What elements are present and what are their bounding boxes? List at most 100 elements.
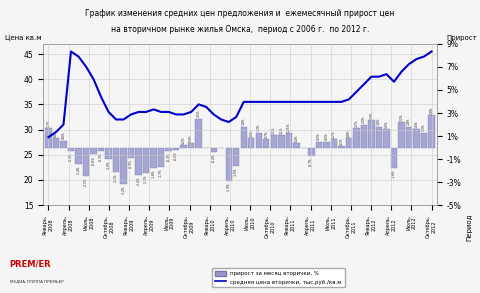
Bar [90,148,96,154]
Text: -0.3%: -0.3% [167,152,171,161]
Bar [143,148,149,173]
Text: Цена кв.м: Цена кв.м [5,35,41,41]
Bar [233,148,240,166]
Text: 1.3%: 1.3% [257,124,261,131]
Text: 0.5%: 0.5% [317,133,321,140]
Text: 2.8%: 2.8% [430,106,433,114]
Text: 0.6%: 0.6% [61,132,65,139]
Bar [293,143,300,148]
Bar [368,120,375,148]
Bar [195,119,202,148]
Text: 1.1%: 1.1% [279,126,283,134]
Bar [316,142,322,148]
Text: 0.1%: 0.1% [339,137,343,145]
Bar [226,148,232,181]
Bar [361,125,367,148]
Text: -0.4%: -0.4% [212,154,216,162]
Text: -1.0%: -1.0% [107,161,110,169]
Bar [308,148,314,156]
Bar [53,138,59,148]
Text: -2.2%: -2.2% [144,174,148,183]
Text: 1.25%: 1.25% [287,122,291,132]
Text: -0.3%: -0.3% [99,152,103,161]
Legend: прирост за месяц вторички, %, средняя цена вторички, тыс.руб./кв.м: прирост за месяц вторички, %, средняя це… [212,268,345,287]
Bar [323,142,330,148]
Text: 1.7%: 1.7% [354,119,359,127]
Text: 1.6%: 1.6% [384,120,388,128]
Text: 0.7%: 0.7% [332,130,336,138]
Bar [428,115,435,148]
Bar [60,141,67,148]
Bar [128,148,134,158]
Bar [406,127,412,148]
Bar [113,148,119,172]
Bar [166,148,172,151]
Bar [120,148,127,184]
Bar [180,145,187,148]
Bar [211,148,217,152]
Text: 0.4%: 0.4% [294,134,299,142]
Text: 0.8%: 0.8% [347,129,351,137]
Bar [384,129,390,148]
Text: 2.2%: 2.2% [399,113,404,121]
Bar [173,148,180,150]
Text: -2.9%: -2.9% [227,182,231,191]
Text: 1.6%: 1.6% [415,120,419,128]
Text: -2.4%: -2.4% [137,177,141,185]
Text: 0.8%: 0.8% [249,129,253,137]
Bar [413,129,420,148]
Text: 1.3%: 1.3% [422,124,426,131]
Text: МЕДИА-ГРУППА ПРЕМЬЕР: МЕДИА-ГРУППА ПРЕМЬЕР [10,279,63,283]
Bar [391,148,397,168]
Bar [271,135,277,148]
Bar [188,143,194,148]
Text: Период: Период [467,214,473,241]
Text: 0.2%: 0.2% [181,136,186,144]
Bar [45,128,52,148]
Text: -2.1%: -2.1% [114,173,118,182]
Text: -1.7%: -1.7% [159,168,163,177]
Bar [255,132,262,148]
Bar [278,135,285,148]
Text: 0.7%: 0.7% [264,130,268,138]
Bar [83,148,89,176]
Text: 1.8%: 1.8% [377,118,381,125]
Text: PREM/ER: PREM/ER [10,259,51,268]
Text: 2.5%: 2.5% [197,110,201,117]
Bar [135,148,142,175]
Text: 0.8%: 0.8% [54,129,58,137]
Bar [263,139,269,148]
Text: 2.0%: 2.0% [362,115,366,123]
Text: -0.7%: -0.7% [309,157,313,166]
Text: 2.4%: 2.4% [370,111,373,119]
Text: 1.7%: 1.7% [47,119,50,127]
Text: -0.2%: -0.2% [174,151,178,160]
Text: -0.9%: -0.9% [129,159,133,168]
Text: 0.4%: 0.4% [189,134,193,142]
Bar [150,148,157,168]
Bar [338,146,345,148]
Bar [286,133,292,148]
Bar [376,127,382,148]
Text: -0.6%: -0.6% [92,156,96,165]
Text: -3.2%: -3.2% [121,186,126,194]
Bar [98,148,104,151]
Text: -2.5%: -2.5% [84,178,88,186]
Bar [240,127,247,148]
Text: -1.8%: -1.8% [152,170,156,178]
Bar [248,138,254,148]
Text: на вторичном рынке жилья Омска,  период с 2006 г.  по 2012 г.: на вторичном рынке жилья Омска, период с… [111,25,369,34]
Bar [158,148,164,167]
Text: Прирост: Прирост [447,35,478,41]
Bar [398,122,405,148]
Bar [346,138,352,148]
Bar [105,148,112,159]
Text: -1.6%: -1.6% [234,167,238,176]
Text: -0.3%: -0.3% [69,152,73,161]
Bar [75,148,82,164]
Bar [331,139,337,148]
Text: -1.4%: -1.4% [76,165,81,174]
Text: График изменения средних цен предложения и  ежемесячный прирост цен: График изменения средних цен предложения… [85,9,395,18]
Text: 1.8%: 1.8% [242,118,246,125]
Text: -1.8%: -1.8% [392,170,396,178]
